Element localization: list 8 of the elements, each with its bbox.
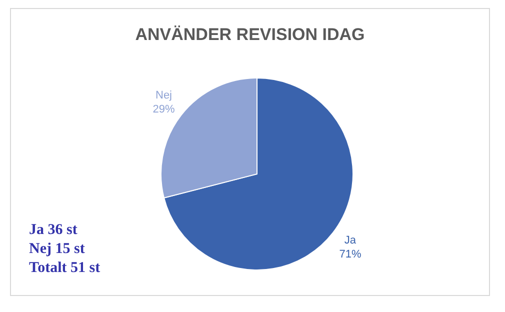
slice-label: Nej	[156, 90, 172, 102]
text: Nej 15 st	[29, 240, 86, 259]
text: Ja 36 st	[29, 221, 78, 240]
data-label: 29%	[152, 104, 175, 116]
text: Totalt 51 st	[29, 259, 100, 278]
chart-title: ANVÄNDER REVISION IDAG	[134, 25, 366, 45]
data-label: 71%	[339, 248, 362, 260]
slice-label: Ja	[344, 234, 357, 246]
